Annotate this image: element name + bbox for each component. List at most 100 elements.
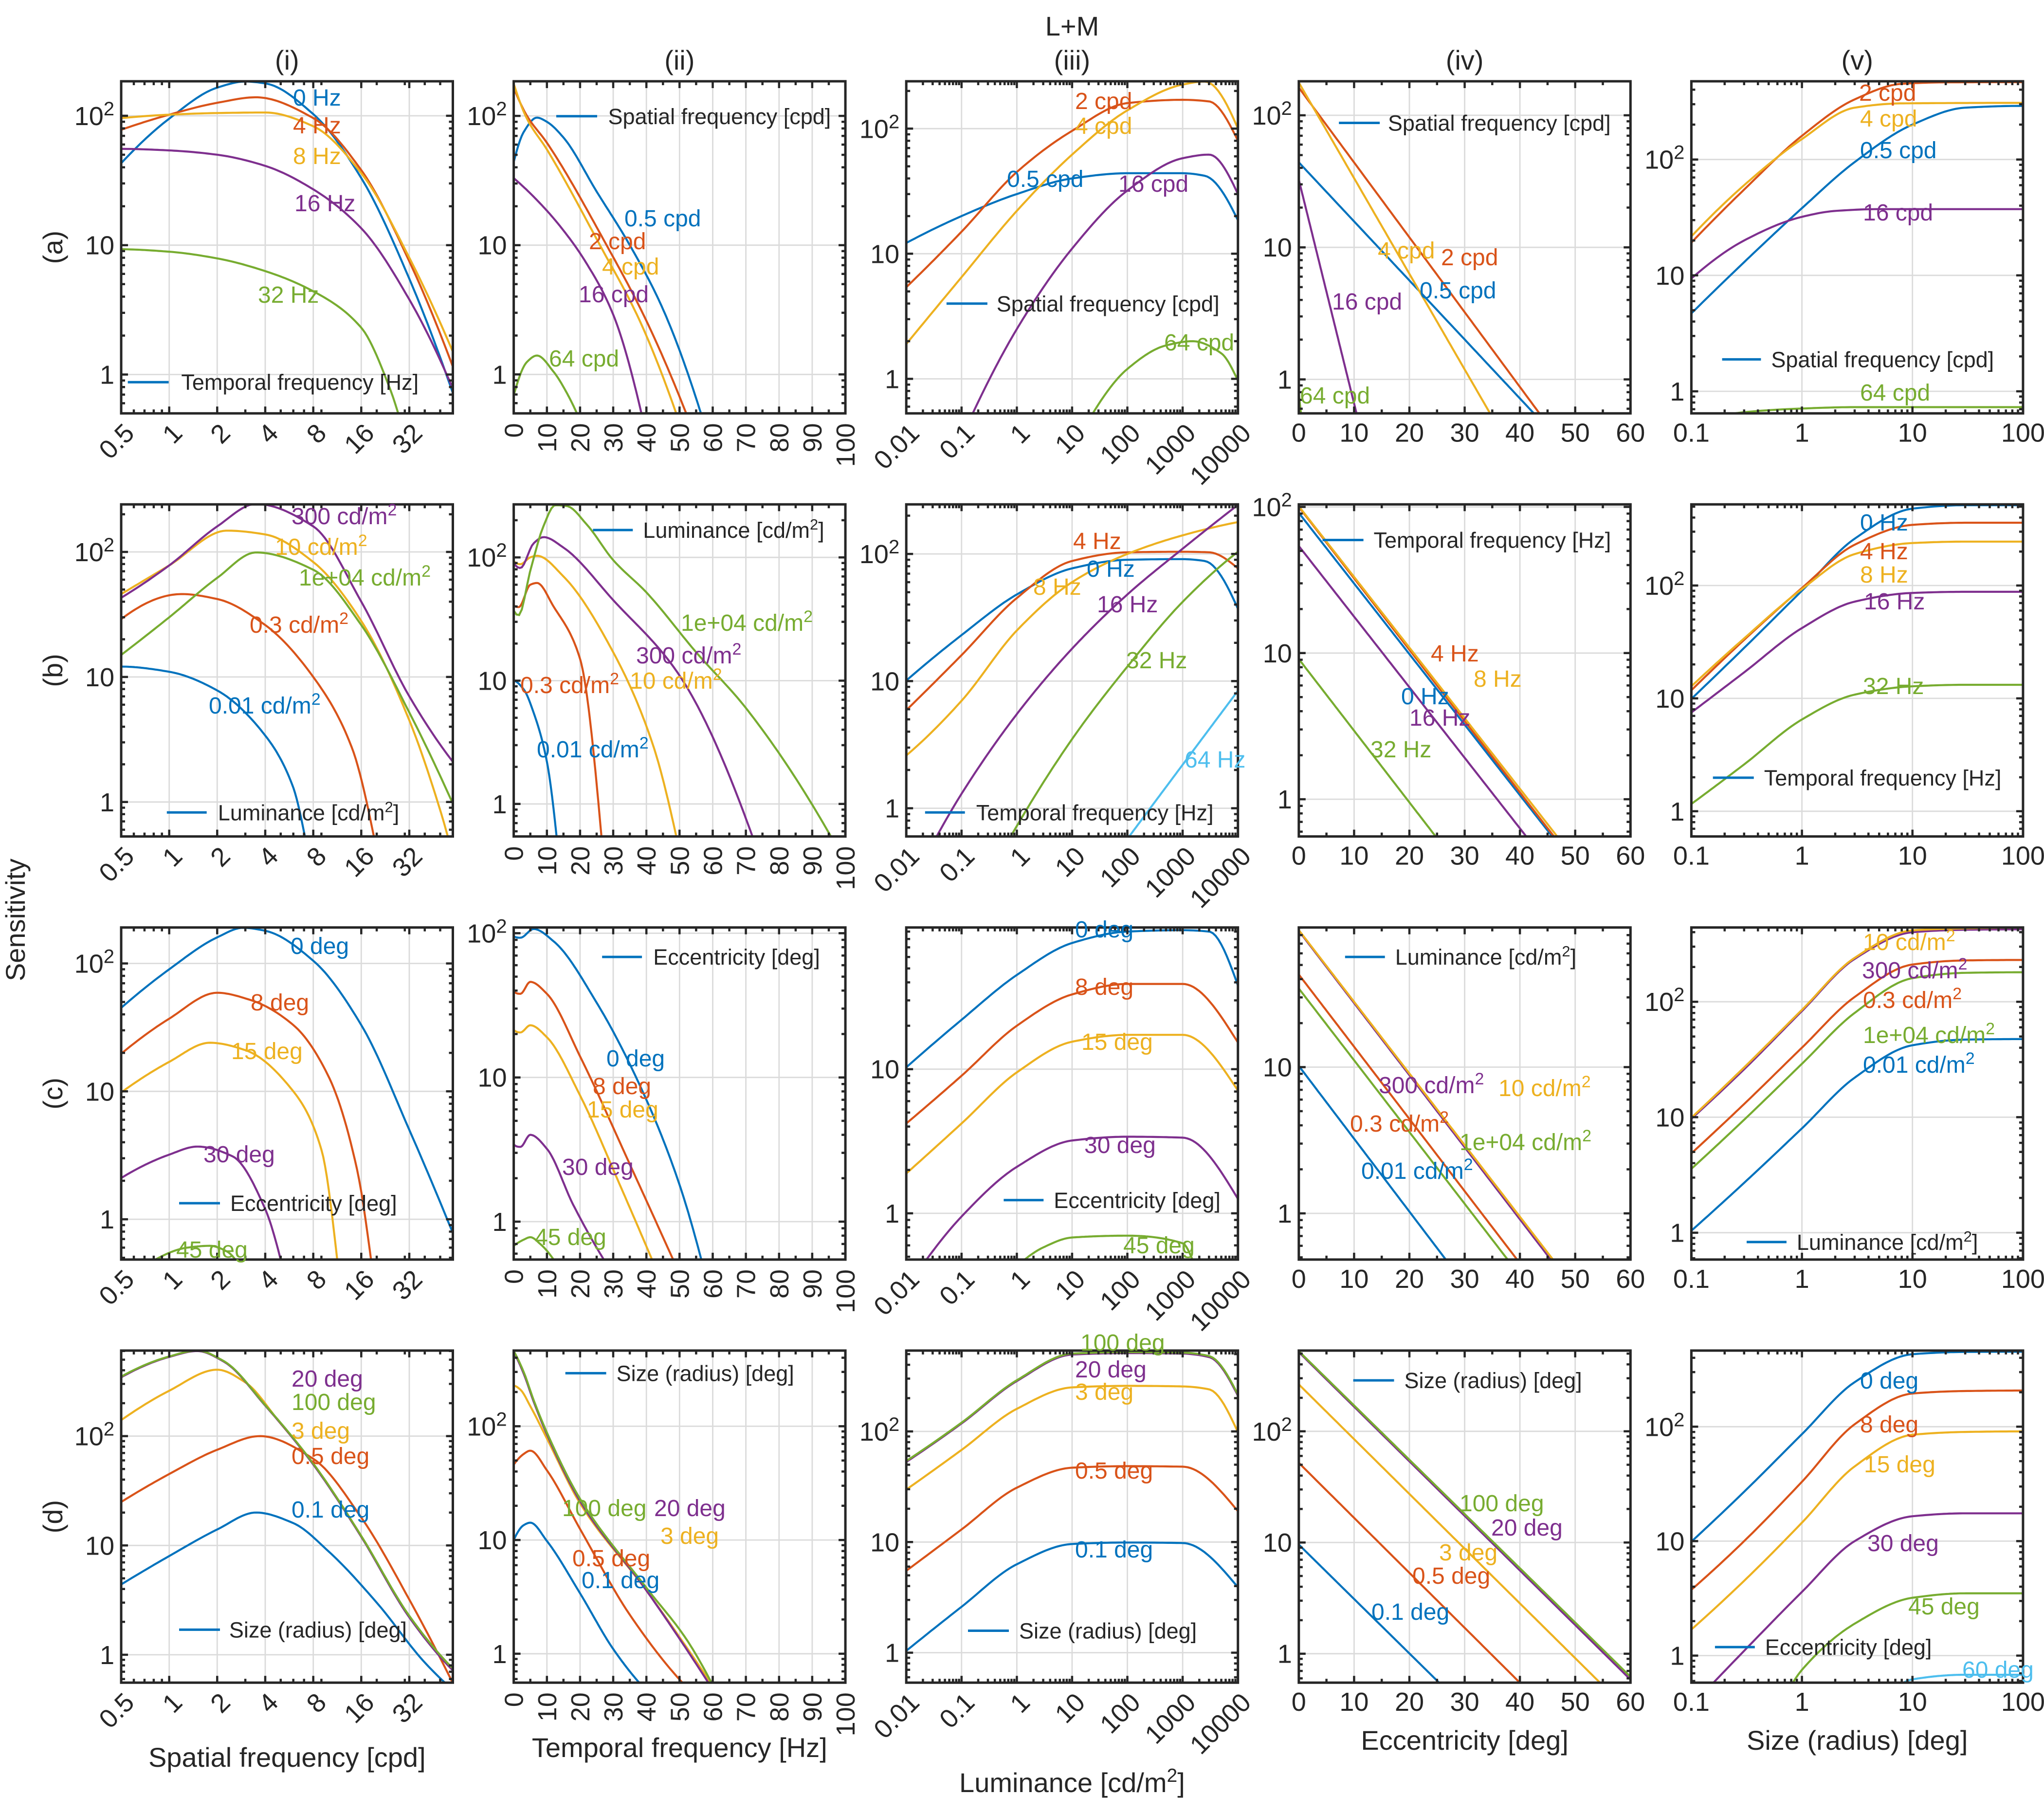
svg-text:100 deg: 100 deg	[1460, 1491, 1544, 1517]
svg-text:20: 20	[566, 1692, 595, 1721]
svg-text:300 cd/m2: 300 cd/m2	[292, 501, 397, 530]
svg-text:20 deg: 20 deg	[654, 1496, 726, 1521]
svg-text:10: 10	[870, 239, 899, 269]
svg-text:Size (radius) [deg]: Size (radius) [deg]	[1405, 1368, 1582, 1393]
svg-text:1e+04 cd/m2: 1e+04 cd/m2	[1863, 1020, 1995, 1048]
svg-text:30: 30	[1450, 1687, 1479, 1717]
svg-text:102: 102	[1644, 568, 1684, 601]
svg-text:1: 1	[100, 361, 114, 390]
svg-text:0.5 deg: 0.5 deg	[572, 1546, 650, 1572]
svg-text:15 deg: 15 deg	[587, 1097, 658, 1123]
svg-text:50: 50	[665, 423, 694, 452]
svg-text:100 deg: 100 deg	[292, 1390, 376, 1415]
svg-text:15 deg: 15 deg	[1081, 1029, 1153, 1055]
svg-text:4 cpd: 4 cpd	[602, 254, 659, 280]
svg-text:1: 1	[1670, 1642, 1684, 1671]
svg-text:1: 1	[1795, 842, 1809, 871]
svg-text:(iii): (iii)	[1054, 45, 1091, 75]
svg-text:60: 60	[699, 423, 728, 452]
svg-text:10: 10	[1655, 1527, 1684, 1556]
svg-text:Luminance [cd/m2]: Luminance [cd/m2]	[1797, 1228, 1978, 1255]
svg-text:64 cpd: 64 cpd	[549, 346, 619, 372]
svg-text:64 Hz: 64 Hz	[1185, 747, 1245, 773]
svg-text:Size (radius) [deg]: Size (radius) [deg]	[229, 1617, 407, 1642]
svg-text:Luminance [cd/m2]: Luminance [cd/m2]	[218, 798, 399, 825]
svg-text:16 cpd: 16 cpd	[1863, 200, 1933, 226]
svg-text:1: 1	[885, 1639, 899, 1668]
svg-text:40: 40	[1505, 1264, 1534, 1294]
svg-text:102: 102	[1252, 98, 1292, 130]
svg-text:102: 102	[74, 98, 114, 131]
svg-text:16 cpd: 16 cpd	[579, 282, 649, 308]
svg-text:90: 90	[798, 423, 827, 452]
svg-text:300 cd/m2: 300 cd/m2	[1862, 955, 1967, 984]
svg-text:10: 10	[1655, 1103, 1684, 1132]
svg-text:0 deg: 0 deg	[1860, 1368, 1918, 1394]
svg-text:10: 10	[478, 1526, 507, 1555]
svg-text:10: 10	[1898, 1264, 1927, 1294]
svg-text:0.1 deg: 0.1 deg	[1075, 1537, 1153, 1563]
svg-text:90: 90	[798, 846, 827, 876]
svg-text:Temporal frequency [Hz]: Temporal frequency [Hz]	[1374, 528, 1611, 553]
svg-text:10 cd/m2: 10 cd/m2	[275, 531, 367, 560]
svg-text:Size (radius) [deg]: Size (radius) [deg]	[617, 1361, 794, 1386]
svg-text:80: 80	[765, 1692, 794, 1721]
svg-text:10: 10	[1655, 684, 1684, 714]
svg-text:16 Hz: 16 Hz	[294, 191, 355, 217]
svg-text:100: 100	[831, 1692, 860, 1736]
svg-text:10: 10	[478, 1063, 507, 1093]
svg-text:10: 10	[478, 667, 507, 696]
svg-text:10 cd/m2: 10 cd/m2	[1498, 1073, 1591, 1101]
svg-text:4 cpd: 4 cpd	[1075, 113, 1132, 139]
svg-text:32 Hz: 32 Hz	[1370, 737, 1431, 763]
svg-text:0.1: 0.1	[1673, 418, 1710, 447]
svg-text:40: 40	[632, 1692, 661, 1721]
svg-text:102: 102	[74, 534, 114, 567]
svg-text:102: 102	[859, 111, 899, 144]
svg-text:30 deg: 30 deg	[562, 1154, 634, 1180]
svg-text:10: 10	[1263, 233, 1292, 262]
svg-text:Temporal frequency [Hz]: Temporal frequency [Hz]	[532, 1732, 827, 1763]
svg-text:40: 40	[632, 1269, 661, 1299]
svg-text:70: 70	[732, 1692, 761, 1721]
svg-text:Size (radius) [deg]: Size (radius) [deg]	[1019, 1619, 1197, 1644]
svg-text:10: 10	[1898, 418, 1927, 447]
svg-text:Size (radius) [deg]: Size (radius) [deg]	[1747, 1725, 1968, 1756]
svg-text:0.01 cd/m2: 0.01 cd/m2	[1361, 1155, 1473, 1184]
svg-text:80: 80	[765, 423, 794, 452]
svg-text:40: 40	[632, 423, 661, 452]
svg-text:70: 70	[732, 846, 761, 876]
svg-text:Luminance [cd/m2]: Luminance [cd/m2]	[643, 516, 824, 543]
svg-text:16 Hz: 16 Hz	[1864, 589, 1925, 615]
svg-text:1: 1	[1670, 797, 1684, 826]
svg-text:Luminance [cd/m2]: Luminance [cd/m2]	[1395, 943, 1576, 970]
svg-text:0: 0	[500, 1269, 529, 1284]
svg-text:1: 1	[1278, 1640, 1292, 1669]
svg-text:30: 30	[599, 846, 628, 876]
svg-text:16 cpd: 16 cpd	[1118, 171, 1188, 197]
svg-text:0.1 deg: 0.1 deg	[292, 1497, 369, 1523]
svg-text:40: 40	[632, 846, 661, 876]
svg-text:60: 60	[1616, 1264, 1645, 1294]
svg-text:L+M: L+M	[1045, 11, 1099, 41]
svg-text:0.5 deg: 0.5 deg	[1412, 1563, 1490, 1589]
svg-text:20: 20	[1395, 1687, 1424, 1717]
svg-text:32 Hz: 32 Hz	[1126, 648, 1187, 674]
svg-text:0.3 cd/m2: 0.3 cd/m2	[250, 609, 348, 638]
svg-text:1: 1	[493, 790, 507, 819]
svg-text:Temporal frequency [Hz]: Temporal frequency [Hz]	[181, 370, 419, 395]
svg-text:102: 102	[74, 946, 114, 979]
svg-text:0 deg: 0 deg	[291, 934, 349, 959]
svg-text:45 deg: 45 deg	[176, 1237, 248, 1263]
svg-text:40: 40	[1505, 1687, 1534, 1717]
svg-text:10: 10	[1898, 1687, 1927, 1717]
svg-text:50: 50	[1561, 1264, 1590, 1294]
svg-text:0.1: 0.1	[1673, 1687, 1710, 1717]
svg-text:64 cpd: 64 cpd	[1164, 330, 1234, 356]
svg-text:1e+04 cd/m2: 1e+04 cd/m2	[681, 607, 813, 636]
svg-text:8 Hz: 8 Hz	[1860, 562, 1908, 588]
svg-text:45 deg: 45 deg	[1908, 1594, 1980, 1620]
svg-text:60: 60	[1616, 418, 1645, 447]
svg-text:1: 1	[885, 1199, 899, 1228]
svg-text:30: 30	[599, 423, 628, 452]
